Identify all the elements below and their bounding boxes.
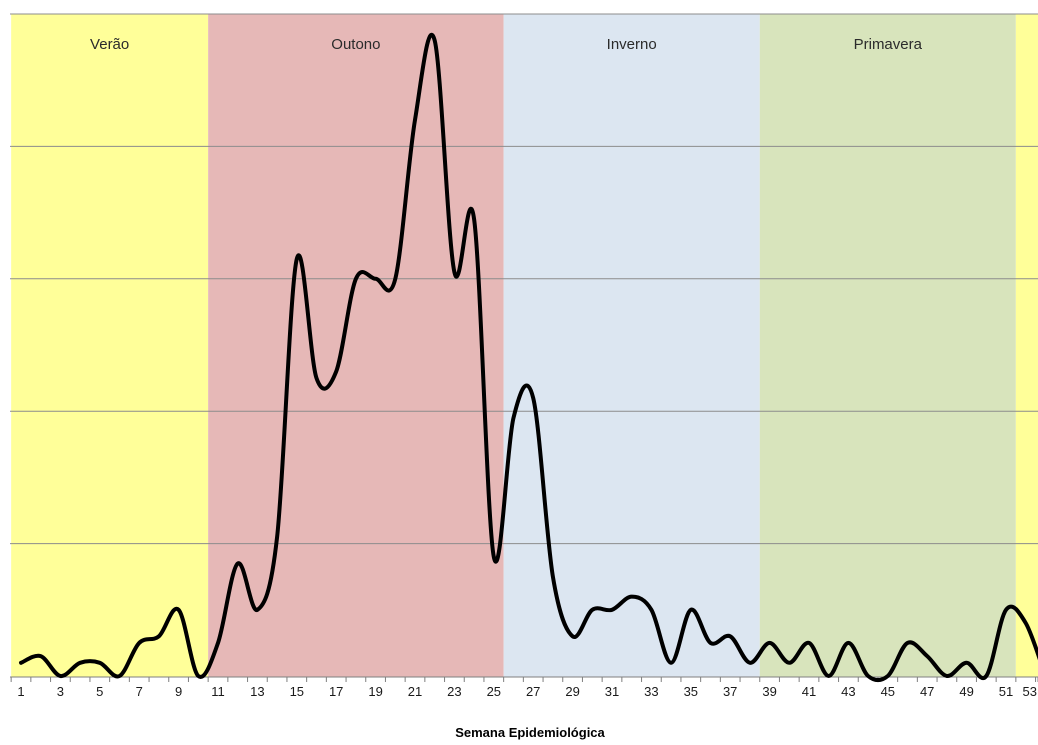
season-labels: Verão Outono Inverno Primavera xyxy=(90,36,923,53)
x-tick-label: 45 xyxy=(881,684,895,699)
season-band xyxy=(1015,14,1038,677)
x-tick-label: 11 xyxy=(211,684,225,699)
x-axis-label: Semana Epidemiológica xyxy=(455,725,605,740)
x-tick-label: 23 xyxy=(447,684,461,699)
x-tick-label: 19 xyxy=(368,684,382,699)
season-band xyxy=(11,14,209,677)
x-tick-label: 13 xyxy=(250,684,264,699)
x-tick-label: 49 xyxy=(959,684,973,699)
x-tick-label: 35 xyxy=(684,684,698,699)
season-band xyxy=(208,14,504,677)
season-label: Primavera xyxy=(854,36,923,53)
x-tick-label: 43 xyxy=(841,684,855,699)
series-layer xyxy=(19,32,1038,683)
season-label: Verão xyxy=(90,36,129,53)
x-tick-label: 7 xyxy=(136,684,143,699)
x-tick-labels: 1 3 5 7 9 11 13 15 17 19 21 23 25 27 29 31 33 35 37 39 41 43 4… xyxy=(17,684,1037,699)
x-tick-label: 37 xyxy=(723,684,737,699)
season-label: Outono xyxy=(331,36,380,53)
x-tick-label: 3 xyxy=(57,684,64,699)
season-band xyxy=(503,14,760,677)
x-tick-label: 51 xyxy=(999,684,1013,699)
x-tick-label: 1 xyxy=(17,684,24,699)
x-tick-label: 5 xyxy=(96,684,103,699)
x-tick-label: 47 xyxy=(920,684,934,699)
x-tick-label: 27 xyxy=(526,684,540,699)
x-tick-label: 53 xyxy=(1023,684,1037,699)
x-tick-label: 21 xyxy=(408,684,422,699)
x-tick-label: 15 xyxy=(290,684,304,699)
x-tick-label: 33 xyxy=(644,684,658,699)
season-label: Inverno xyxy=(607,36,657,53)
series-line xyxy=(19,32,1038,683)
season-band xyxy=(759,14,1016,677)
x-tick-label: 25 xyxy=(487,684,501,699)
gridlines xyxy=(10,13,1038,545)
x-tick-label: 17 xyxy=(329,684,343,699)
x-tick-label: 41 xyxy=(802,684,816,699)
x-tick-label: 29 xyxy=(565,684,579,699)
x-tick-label: 39 xyxy=(762,684,776,699)
season-bands xyxy=(11,14,1038,677)
x-tick-label: 9 xyxy=(175,684,182,699)
x-tick-label: 31 xyxy=(605,684,619,699)
